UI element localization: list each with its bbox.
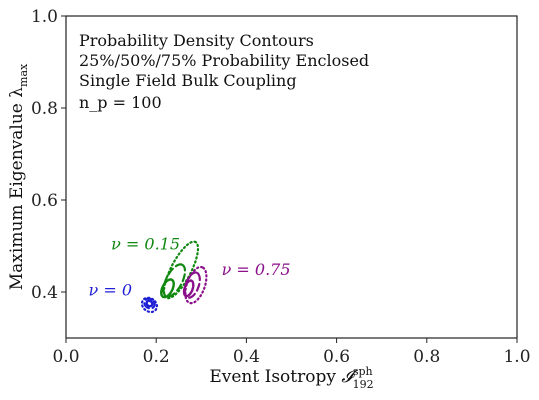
contour-75pct xyxy=(162,240,200,300)
y-tick-label: 0.6 xyxy=(31,191,58,211)
y-axis-label: Maximum Eigenvalue λmax xyxy=(7,63,30,290)
series-label-1: ν = 0.15 xyxy=(111,235,180,254)
series-labels: ν = 0 ν = 0.15 ν = 0.75 xyxy=(89,235,291,300)
x-axis-label-text: Event Isotropy xyxy=(209,367,336,387)
series-label-2: ν = 0.75 xyxy=(222,260,291,279)
series-1-contours xyxy=(159,240,200,300)
x-axis-label: Event Isotropy 𝓘sph 192 xyxy=(209,365,373,391)
contour-50pct xyxy=(143,297,156,310)
x-axis-label-sub: 192 xyxy=(353,378,374,391)
contour-50pct xyxy=(162,263,187,298)
annotation-line-1: Probability Density Contours xyxy=(79,31,314,50)
contour-layer xyxy=(140,240,208,314)
x-tick-label: 0.0 xyxy=(52,347,79,367)
y-tick-label: 0.8 xyxy=(31,99,58,119)
x-tick-label: 0.4 xyxy=(233,347,260,367)
y-axis-label-sub: max xyxy=(17,63,30,87)
x-axis-label-sup: sph xyxy=(353,365,373,378)
contour-75pct xyxy=(184,265,208,305)
annotation-line-4: n_p = 100 xyxy=(79,93,162,112)
x-tick-label: 0.2 xyxy=(143,347,170,367)
annotation-line-3: Single Field Bulk Coupling xyxy=(79,71,297,90)
y-axis: 0.4 0.6 0.8 1.0 xyxy=(31,7,66,303)
y-tick-label: 0.4 xyxy=(31,283,58,303)
x-tick-label: 0.8 xyxy=(413,347,440,367)
x-tick-label: 0.6 xyxy=(323,347,350,367)
series-label-0: ν = 0 xyxy=(89,281,132,300)
plot-area xyxy=(65,15,518,339)
y-axis-label-text: Maximum Eigenvalue λ xyxy=(7,87,27,290)
contour-75pct xyxy=(140,296,158,314)
y-tick-label: 1.0 xyxy=(31,7,58,27)
annotation-box: Probability Density Contours 25%/50%/75%… xyxy=(79,31,369,112)
x-tick-label: 1.0 xyxy=(503,347,530,367)
series-0-contours xyxy=(140,296,158,314)
series-2-contours xyxy=(182,265,208,305)
annotation-line-2: 25%/50%/75% Probability Enclosed xyxy=(79,51,369,70)
contour-25pct xyxy=(145,299,154,308)
x-axis: 0.0 0.2 0.4 0.6 0.8 1.0 xyxy=(52,338,531,367)
contour-50pct xyxy=(183,271,201,299)
